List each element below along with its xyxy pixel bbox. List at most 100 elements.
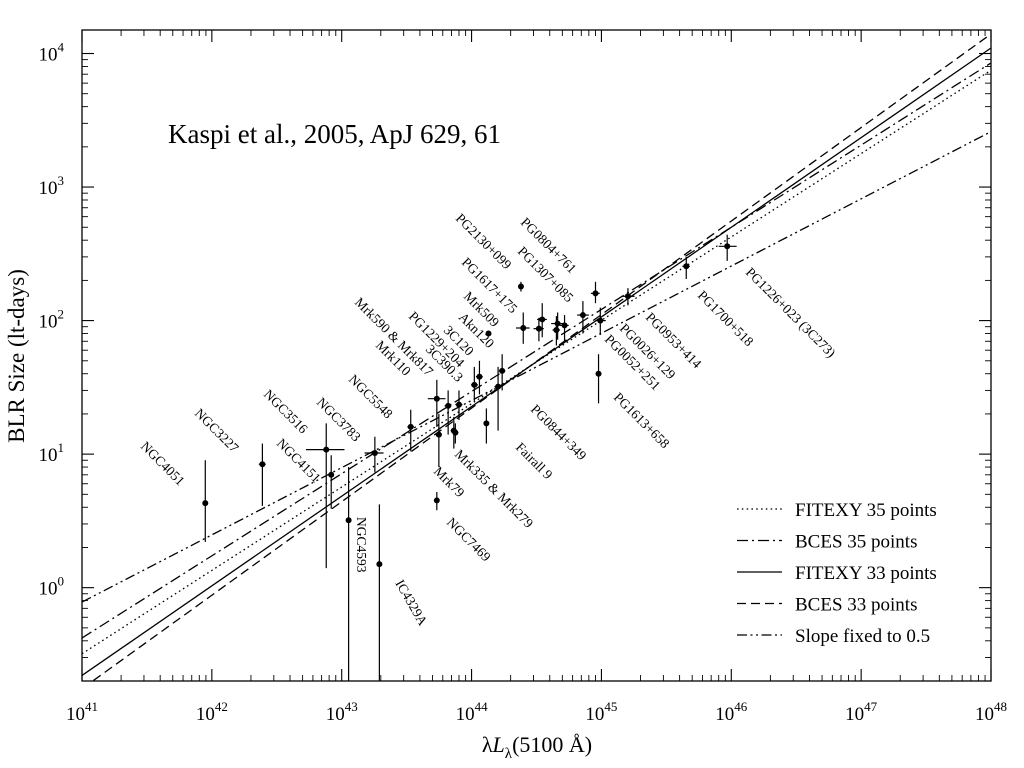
x-axis-label-rest: (5100 Å) — [512, 732, 592, 757]
y-tick-label: 101 — [39, 440, 65, 466]
data-marker — [485, 330, 492, 337]
y-tick-label: 104 — [39, 40, 65, 66]
data-marker — [452, 429, 459, 436]
legend-label: BCES 35 points — [795, 532, 917, 553]
point-label: NGC4151 — [274, 436, 324, 486]
data-marker — [259, 461, 266, 468]
point-label: Fairall 9 — [513, 440, 556, 483]
data-marker — [592, 290, 599, 297]
data-point — [345, 467, 352, 681]
x-tick-label: 1047 — [845, 699, 878, 725]
data-point — [682, 256, 690, 279]
data-marker — [539, 316, 546, 323]
fit-line-4 — [82, 131, 991, 603]
data-marker — [407, 423, 414, 430]
data-point — [718, 234, 737, 261]
data-marker — [597, 317, 604, 324]
point-label: NGC5548 — [346, 372, 396, 422]
data-point — [433, 492, 440, 511]
data-marker — [202, 500, 209, 507]
x-tick-label: 1042 — [196, 699, 228, 725]
data-point — [305, 423, 345, 569]
data-marker — [483, 420, 490, 427]
data-marker — [553, 327, 560, 334]
data-marker — [476, 373, 483, 380]
data-point — [475, 360, 483, 395]
point-label: PG1700+518 — [695, 288, 757, 350]
data-point — [258, 443, 266, 506]
data-point — [622, 288, 635, 306]
legend-label: FITEXY 35 points — [795, 500, 937, 521]
data-marker — [376, 561, 383, 568]
data-point — [494, 366, 502, 431]
data-point — [516, 312, 530, 344]
data-point — [517, 281, 524, 292]
y-tick-label: 103 — [39, 173, 65, 199]
legend: FITEXY 35 points BCES 35 points FITEXY 33 … — [737, 500, 937, 647]
data-marker — [683, 263, 690, 270]
data-point — [435, 413, 442, 468]
point-label: NGC3783 — [314, 395, 364, 445]
y-tick-label: 102 — [39, 307, 65, 333]
data-marker — [624, 293, 631, 300]
data-marker — [328, 471, 335, 478]
data-marker — [323, 446, 330, 453]
axis-ticks — [81, 30, 992, 682]
data-marker — [579, 312, 586, 319]
data-marker — [445, 402, 452, 409]
legend-label: Slope fixed to 0.5 — [795, 626, 930, 647]
legend-item: FITEXY 35 points — [737, 500, 937, 521]
data-points — [202, 234, 737, 681]
data-marker — [561, 322, 568, 329]
point-label: NGC4051 — [138, 439, 188, 489]
data-point — [452, 423, 459, 444]
x-axis-label-sym: L — [492, 732, 505, 757]
data-marker — [517, 283, 524, 290]
data-point — [590, 281, 600, 304]
point-label: IC4329A — [392, 577, 430, 628]
data-point — [560, 315, 569, 342]
data-point — [498, 354, 506, 391]
data-point — [407, 409, 414, 452]
x-tick-label: 1045 — [585, 699, 617, 725]
x-tick-label: 1043 — [326, 699, 358, 725]
data-point — [595, 307, 606, 335]
data-marker — [371, 449, 378, 456]
data-point — [485, 330, 492, 337]
data-marker — [554, 320, 561, 327]
data-marker — [499, 367, 506, 374]
legend-item: BCES 33 points — [737, 595, 917, 616]
x-axis-label-main: λ — [482, 732, 493, 757]
data-point — [328, 455, 335, 509]
plot-frame — [81, 29, 992, 682]
data-point — [595, 354, 602, 404]
x-axis-label: λLλ(5100 Å) — [482, 732, 592, 762]
data-marker — [520, 325, 527, 332]
data-point — [455, 390, 463, 421]
data-marker — [433, 497, 440, 504]
data-point — [552, 316, 561, 346]
legend-label: FITEXY 33 points — [795, 563, 937, 584]
data-marker — [345, 517, 352, 524]
fit-line-2 — [82, 47, 991, 677]
data-point — [533, 317, 544, 342]
point-label: NGC3516 — [261, 387, 311, 437]
data-marker — [595, 370, 602, 377]
legend-label: BCES 33 points — [795, 595, 917, 616]
data-marker — [535, 325, 542, 332]
legend-item: BCES 35 points — [737, 532, 917, 553]
fit-line-3 — [91, 33, 991, 681]
point-label: NGC4593 — [354, 517, 369, 573]
data-point — [551, 312, 564, 340]
axis-tick-labels: 1041 1042 1043 1044 1045 1046 1047 1048 100 101 10… — [39, 40, 1008, 725]
point-label: NGC3227 — [192, 406, 242, 456]
legend-item: Slope fixed to 0.5 — [737, 626, 930, 647]
data-point — [202, 460, 209, 542]
fit-lines — [82, 33, 991, 681]
data-marker — [435, 431, 442, 438]
y-tick-label: 100 — [39, 574, 65, 600]
data-marker — [455, 401, 462, 408]
legend-item: FITEXY 33 points — [737, 563, 937, 584]
